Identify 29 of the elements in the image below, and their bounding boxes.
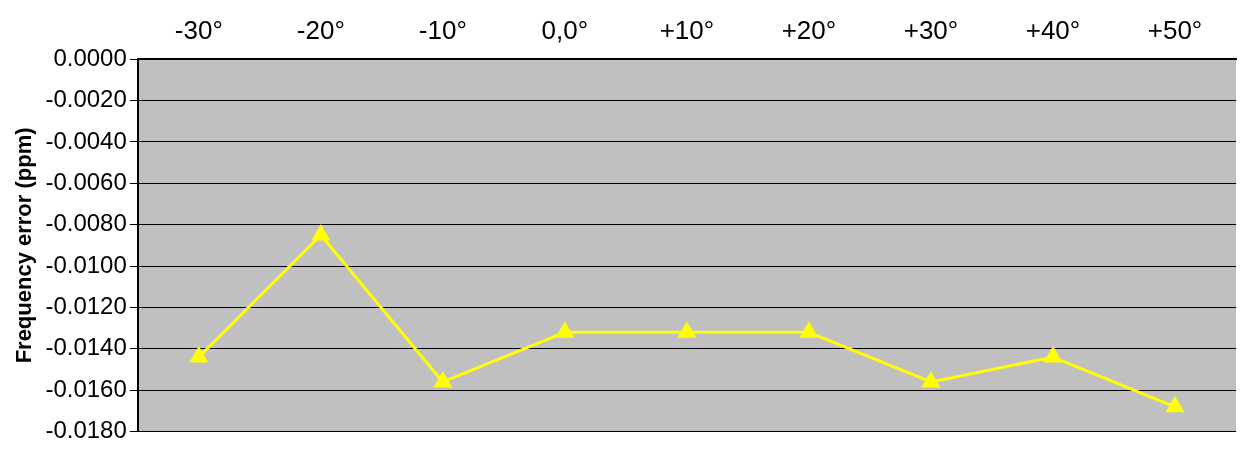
point — [1044, 347, 1062, 363]
x-tick-label: -20° — [296, 14, 345, 45]
point — [1166, 397, 1184, 413]
x-tick-label: -30° — [174, 14, 223, 45]
y-tick-label: -0.0080 — [45, 209, 127, 237]
point — [922, 372, 940, 388]
y-tick-label: -0.0160 — [45, 374, 127, 402]
point — [312, 225, 330, 241]
point — [556, 322, 574, 338]
y-tick-label: -0.0120 — [45, 292, 127, 320]
point — [678, 322, 696, 338]
x-tick-label: -10° — [418, 14, 467, 45]
point — [190, 347, 208, 363]
x-tick-label: 0,0° — [541, 14, 589, 45]
y-tick-label: -0.0040 — [45, 126, 127, 154]
y-tick-label: 0.0000 — [53, 43, 127, 71]
x-tick-label: +50° — [1147, 14, 1203, 45]
x-tick-label: +30° — [903, 14, 959, 45]
x-tick-label: +20° — [781, 14, 837, 45]
x-tick-label: +40° — [1025, 14, 1081, 45]
point — [434, 372, 452, 388]
y-tick-label: -0.0020 — [45, 85, 127, 113]
y-tick-label: -0.0140 — [45, 333, 127, 361]
y-tick-label: -0.0060 — [45, 167, 127, 195]
y-tick-label: -0.0180 — [45, 416, 127, 444]
x-tick-label: +10° — [659, 14, 715, 45]
point — [800, 322, 818, 338]
y-tick-label: -0.0100 — [45, 250, 127, 278]
y-axis-title: Frequency error (ppm) — [11, 127, 37, 364]
